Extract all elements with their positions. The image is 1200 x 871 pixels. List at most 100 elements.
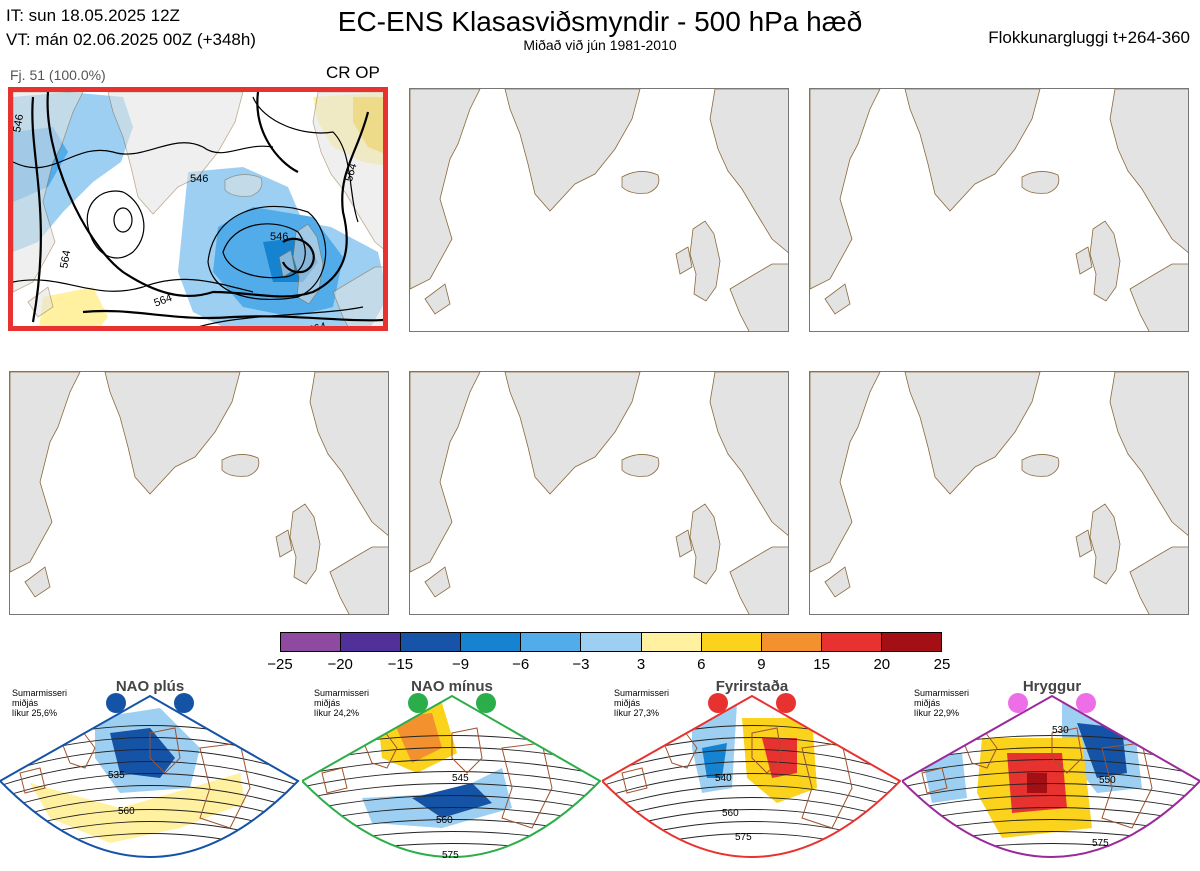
- map-5-canvas: [410, 372, 788, 614]
- height-contour: [0, 785, 298, 814]
- regime-marker-dot: [776, 693, 796, 713]
- colorbar-tick-label: −6: [512, 656, 530, 673]
- contour-label: 560: [118, 806, 135, 817]
- cluster-map-4[interactable]: [9, 371, 389, 615]
- height-contour: [902, 795, 1200, 814]
- regime-panel[interactable]: 535 560 NAO plús Sumarmisseri miðjás líkur 25…: [0, 678, 300, 871]
- contour-label: 546: [270, 231, 288, 243]
- contour-label: 575: [1092, 838, 1109, 849]
- contour-label: 546: [13, 113, 26, 133]
- regime-map: 545 560 575: [302, 693, 602, 861]
- regime-panel[interactable]: 545 560 575 NAO mínus Sumarmisseri miðjás líku…: [302, 678, 602, 871]
- contour-label: 535: [108, 770, 125, 781]
- regime-info: Sumarmisseri miðjás líkur 24,2%: [314, 688, 369, 718]
- map-2-canvas: [410, 89, 788, 331]
- height-contour: [602, 773, 900, 802]
- colorbar-swatch: [341, 633, 402, 651]
- contour-label: 540: [715, 773, 732, 784]
- colorbar-tick-label: 3: [636, 656, 646, 673]
- height-contour: [0, 761, 298, 790]
- anomaly-shading: [110, 728, 175, 778]
- regime-frame: [0, 694, 300, 858]
- regime-map: 530 550 575: [902, 693, 1200, 858]
- member-count: Fj. 51 (100.0%): [10, 67, 106, 83]
- colorbar-swatch: [881, 633, 942, 651]
- regime-panel[interactable]: 530 550 575 Hryggur Sumarmisseri miðjás líkur …: [902, 678, 1200, 871]
- regime-frame: [902, 694, 1200, 858]
- regime-marker-dot: [1008, 693, 1028, 713]
- regime-info: Sumarmisseri miðjás líkur 25,6%: [12, 688, 67, 718]
- colorbar-tick-label: −9: [451, 656, 470, 673]
- colorbar-swatch: [761, 633, 822, 651]
- regime-info-line: Sumarmisseri: [614, 688, 670, 698]
- colorbar-tick-label: 25: [933, 656, 951, 673]
- regime-marker-dot: [1076, 693, 1096, 713]
- contour-label: 560: [436, 815, 453, 826]
- height-contour: [302, 831, 600, 850]
- regime-marker-dot: [174, 693, 194, 713]
- regime-info-line: miðjás: [314, 698, 341, 708]
- colorbar-tick-label: 15: [813, 656, 830, 673]
- colorbar-swatch: [461, 633, 522, 651]
- initial-time: IT: sun 18.05.2025 12Z: [6, 6, 180, 25]
- map-4-canvas: [10, 372, 388, 614]
- height-contour: [902, 831, 1200, 850]
- regime-map: 540 560 575: [602, 693, 902, 858]
- colorbar-tick-label: −20: [327, 656, 353, 673]
- regime-info-line: miðjás: [614, 698, 641, 708]
- regime-info-line: Sumarmisseri: [914, 688, 970, 698]
- colorbar-swatch: [701, 633, 762, 651]
- regime-info-line: miðjás: [12, 698, 39, 708]
- regime-panel[interactable]: 540 560 575 Fyrirstaða Sumarmisseri miðjás lík…: [602, 678, 902, 871]
- contour-label: 564: [58, 249, 73, 269]
- height-contour: [602, 821, 900, 850]
- regime-info-line: Sumarmisseri: [12, 688, 68, 698]
- map-1-canvas: 546 546 546 564 564 564 564: [13, 92, 383, 331]
- regime-frame: [302, 694, 602, 858]
- regime-info-line: líkur 25,6%: [12, 708, 58, 718]
- anomaly-shading: [412, 783, 492, 818]
- page-title-block: EC-ENS Klasasviðsmyndir - 500 hPa hæð Mi…: [300, 6, 900, 53]
- contour-label: 575: [442, 850, 459, 861]
- regime-info-line: líkur 24,2%: [314, 708, 360, 718]
- regime-marker-dot: [476, 693, 496, 713]
- colorbar-tick-label: 9: [757, 656, 766, 673]
- contour-label: 564: [343, 162, 359, 183]
- regime-name: Hryggur: [1022, 678, 1082, 695]
- height-contour: [302, 759, 600, 778]
- cluster-map-2[interactable]: [409, 88, 789, 332]
- colorbar-tick-label: −25: [267, 656, 293, 673]
- anomaly-shading: [392, 713, 442, 763]
- contour-label: 564: [307, 321, 328, 331]
- cluster-map-6[interactable]: [809, 371, 1189, 615]
- contour-label: 546: [190, 173, 208, 185]
- regime-info: Sumarmisseri miðjás líkur 22,9%: [914, 688, 969, 718]
- regime-name: Fyrirstaða: [715, 678, 789, 695]
- regime-marker-dot: [106, 693, 126, 713]
- coastline: [621, 727, 853, 829]
- contour-label: 564: [152, 292, 173, 310]
- map-3-canvas: [810, 89, 1188, 331]
- height-contour: [302, 783, 600, 802]
- contour-label: 550: [1099, 775, 1116, 786]
- colorbar-tick-label: 20: [873, 656, 891, 673]
- cluster-map-3[interactable]: [809, 88, 1189, 332]
- contour-label: 530: [1052, 725, 1069, 736]
- height-contour: [0, 773, 298, 802]
- height-contour: [902, 759, 1200, 778]
- classification-window: Flokkunargluggi t+264-360: [988, 28, 1190, 47]
- colorbar-swatch: [401, 633, 462, 651]
- map-6-canvas: [810, 372, 1188, 614]
- height-contour: [302, 771, 600, 790]
- regime-info-line: Sumarmisseri: [314, 688, 370, 698]
- contour-label: 545: [452, 773, 469, 784]
- cluster-map-1[interactable]: 546 546 546 564 564 564 564: [8, 87, 388, 331]
- regime-name: NAO mínus: [411, 678, 493, 695]
- cluster-map-5[interactable]: [409, 371, 789, 615]
- anomaly-shading: [762, 738, 797, 778]
- anomaly-shading: [1027, 773, 1047, 793]
- coastline: [19, 727, 251, 829]
- colorbar-swatch: [281, 633, 342, 651]
- colorbar-tick-label: −3: [572, 656, 590, 673]
- colorbar-swatch: [641, 633, 702, 651]
